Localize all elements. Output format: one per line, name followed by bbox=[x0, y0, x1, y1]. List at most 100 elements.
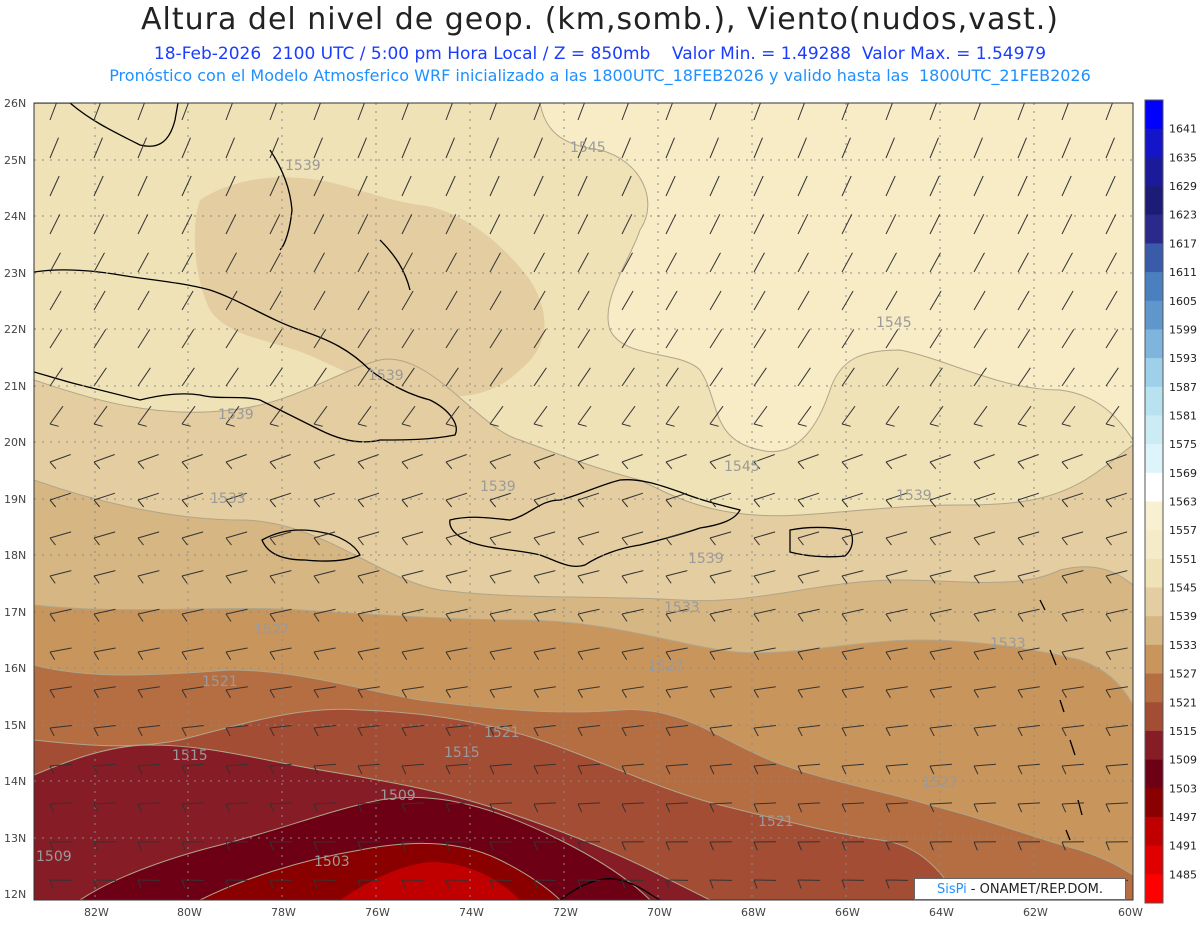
colorbar-label: 1593 bbox=[1169, 352, 1197, 365]
wind-barb-flag bbox=[401, 765, 407, 775]
wind-barb-shaft bbox=[93, 175, 104, 197]
wind-barb-shaft bbox=[489, 329, 503, 349]
wind-barb-shaft bbox=[753, 570, 776, 577]
wind-barb-shaft bbox=[489, 405, 504, 425]
wind-barb-flag bbox=[137, 461, 145, 470]
wind-barb-shaft bbox=[269, 725, 292, 729]
wind-barb-shaft bbox=[1105, 103, 1113, 121]
wind-barb-shaft bbox=[753, 725, 776, 729]
wind-barb-shaft bbox=[1105, 367, 1119, 387]
wind-barb-flag bbox=[445, 803, 451, 813]
map-title: Altura del nivel de geop. (km,somb.), Vi… bbox=[141, 2, 1059, 37]
wind-barb-flag bbox=[225, 575, 232, 584]
wind-barb-flag bbox=[1061, 727, 1067, 737]
wind-barb-flag bbox=[753, 499, 761, 508]
wind-barb-shaft bbox=[137, 137, 147, 159]
wind-barb-shaft bbox=[885, 725, 908, 729]
wind-barb-flag bbox=[401, 727, 407, 737]
wind-barb-flag bbox=[137, 803, 143, 813]
wind-barb-shaft bbox=[665, 686, 688, 691]
wind-barb-flag bbox=[533, 461, 541, 470]
wind-barb-flag bbox=[49, 461, 57, 470]
wind-barb-shaft bbox=[665, 103, 673, 121]
contour-label: 1539 bbox=[218, 407, 254, 423]
wind-barb-shaft bbox=[665, 492, 688, 501]
contour-label: 1539 bbox=[480, 479, 516, 495]
wind-barb-shaft bbox=[709, 290, 722, 311]
wind-barb-flag bbox=[841, 879, 846, 889]
wind-barb-shaft bbox=[929, 492, 952, 501]
wind-barb-flag bbox=[973, 689, 979, 699]
wind-barb-shaft bbox=[225, 725, 248, 729]
wind-barb-shaft bbox=[489, 725, 512, 729]
wind-barb-flag bbox=[401, 499, 409, 508]
wind-barb-flag bbox=[841, 651, 848, 660]
wind-barb-shaft bbox=[1061, 492, 1084, 501]
wind-barb-shaft bbox=[269, 214, 281, 235]
wind-barb-shaft bbox=[401, 175, 412, 197]
wind-barb-shaft bbox=[49, 570, 72, 577]
wind-barb-shaft bbox=[973, 290, 986, 311]
lon-label: 82W bbox=[84, 906, 109, 919]
contour-label: 1509 bbox=[36, 849, 72, 865]
wind-barb-flag bbox=[445, 651, 452, 660]
wind-barb-shaft bbox=[533, 608, 556, 615]
wind-barb-flag bbox=[445, 575, 452, 584]
wind-barb-flag bbox=[1017, 651, 1024, 660]
wind-barb-flag bbox=[577, 613, 584, 622]
colorbar-swatch bbox=[1145, 243, 1163, 273]
wind-barb-shaft bbox=[445, 802, 469, 805]
wind-barb-shaft bbox=[49, 175, 60, 197]
wind-barb-flag bbox=[401, 575, 408, 584]
colorbar-label: 1629 bbox=[1169, 180, 1197, 193]
wind-barb-flag bbox=[533, 499, 541, 508]
wind-barb-shaft bbox=[1017, 570, 1040, 577]
wind-barb-shaft bbox=[885, 367, 899, 387]
lat-label: 14N bbox=[4, 775, 26, 788]
puerto-rico-coast bbox=[789, 526, 854, 558]
coastlines bbox=[34, 103, 1083, 900]
wind-barb-flag bbox=[1105, 461, 1113, 470]
wind-barb-flag bbox=[577, 499, 585, 508]
wind-barb-shaft bbox=[1061, 103, 1069, 121]
wind-barb-shaft bbox=[753, 454, 775, 463]
wind-barb-shaft bbox=[621, 137, 631, 159]
lat-label: 19N bbox=[4, 493, 26, 506]
wind-barb-shaft bbox=[357, 608, 380, 615]
wind-barb-flag bbox=[929, 537, 936, 546]
wind-barb-shaft bbox=[49, 137, 59, 159]
wind-barb-flag bbox=[137, 423, 147, 427]
wind-barb-shaft bbox=[1105, 214, 1117, 235]
wind-barb-shaft bbox=[973, 175, 984, 197]
wind-barb-shaft bbox=[313, 290, 326, 311]
wind-barb-flag bbox=[841, 423, 851, 427]
wind-barb-shaft bbox=[489, 290, 502, 311]
wind-barb-shaft bbox=[753, 531, 776, 539]
colorbar-frame bbox=[1144, 99, 1164, 904]
wind-barb-flag bbox=[621, 423, 631, 427]
wind-barb-shaft bbox=[269, 454, 291, 463]
wind-barb-flag bbox=[621, 803, 627, 813]
wind-barb-flag bbox=[181, 765, 187, 775]
wind-barb-shaft bbox=[797, 103, 805, 121]
wind-barb-shaft bbox=[357, 570, 380, 577]
wind-barb-shaft bbox=[621, 802, 645, 805]
wind-barb-shaft bbox=[621, 492, 644, 501]
wind-barb-flag bbox=[929, 727, 935, 737]
wind-barb-flag bbox=[181, 423, 191, 427]
wind-barb-shaft bbox=[797, 725, 820, 729]
wind-barb-shaft bbox=[621, 103, 629, 121]
colorbar-label: 1605 bbox=[1169, 295, 1197, 308]
wind-barb-shaft bbox=[621, 214, 633, 235]
wind-barb-flag bbox=[665, 499, 673, 508]
wind-barb-flag bbox=[665, 803, 671, 813]
wind-barb-flag bbox=[137, 689, 143, 699]
wind-barb-shaft bbox=[577, 492, 600, 501]
colorbar-swatch bbox=[1145, 358, 1163, 388]
wind-barb-shaft bbox=[49, 252, 61, 273]
contour-label: 1527 bbox=[648, 659, 684, 675]
wind-barb-shaft bbox=[841, 252, 853, 273]
wind-barb-flag bbox=[93, 803, 99, 813]
wind-barb-flag bbox=[753, 461, 761, 470]
wind-barb-shaft bbox=[841, 570, 864, 577]
